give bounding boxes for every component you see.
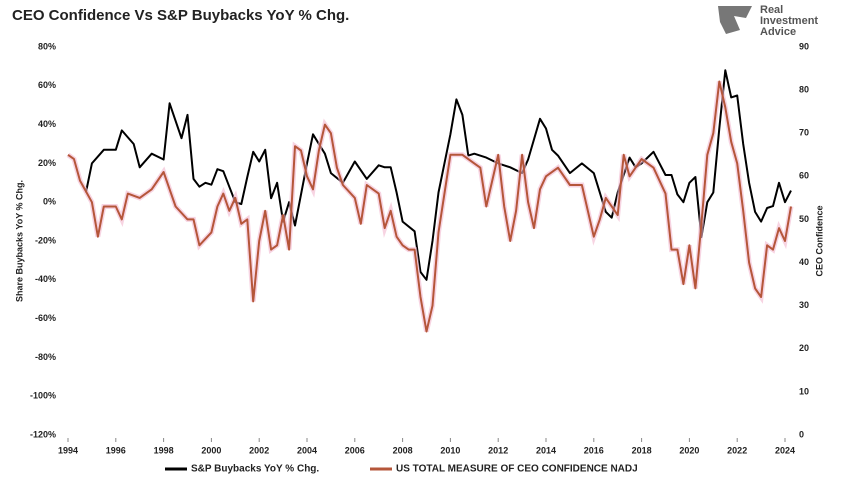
x-tick-label: 2008 xyxy=(393,445,413,455)
logo-text: Investment xyxy=(760,15,818,27)
x-tick-label: 2016 xyxy=(584,445,604,455)
y2-tick-label: 20 xyxy=(799,343,809,353)
y-tick-label: -20% xyxy=(35,235,56,245)
y-tick-label: 60% xyxy=(38,80,56,90)
legend-label: US TOTAL MEASURE OF CEO CONFIDENCE NADJ xyxy=(396,464,638,475)
y2-axis-label: CEO Confidence xyxy=(814,205,824,276)
series-line xyxy=(84,69,792,281)
y-tick-label: -80% xyxy=(35,352,56,362)
y2-tick-label: 30 xyxy=(799,300,809,310)
y2-tick-label: 60 xyxy=(799,171,809,181)
x-tick-label: 2022 xyxy=(727,445,747,455)
y-tick-label: -120% xyxy=(30,429,56,439)
logo-text: Real xyxy=(760,4,783,16)
y-tick-label: -40% xyxy=(35,274,56,284)
chart-title: CEO Confidence Vs S&P Buybacks YoY % Chg… xyxy=(12,7,349,24)
y2-tick-label: 50 xyxy=(799,214,809,224)
x-tick-label: 2012 xyxy=(488,445,508,455)
y-tick-label: 40% xyxy=(38,119,56,129)
x-tick-label: 1994 xyxy=(58,445,78,455)
x-tick-label: 2024 xyxy=(775,445,795,455)
y-tick-label: 20% xyxy=(38,158,56,168)
x-tick-label: 2006 xyxy=(345,445,365,455)
series-line xyxy=(67,80,792,333)
x-tick-label: 2010 xyxy=(440,445,460,455)
y2-tick-label: 70 xyxy=(799,128,809,138)
x-tick-label: 2014 xyxy=(536,445,556,455)
x-tick-label: 2018 xyxy=(632,445,652,455)
y-tick-label: -60% xyxy=(35,313,56,323)
y2-tick-label: 0 xyxy=(799,429,804,439)
y2-tick-label: 10 xyxy=(799,386,809,396)
x-tick-label: 2004 xyxy=(297,445,317,455)
logo-text: Advice xyxy=(760,26,796,38)
y2-tick-label: 40 xyxy=(799,257,809,267)
y-tick-label: 80% xyxy=(38,41,56,51)
y-tick-label: -100% xyxy=(30,391,56,401)
legend-label: S&P Buybacks YoY % Chg. xyxy=(191,464,319,475)
x-tick-label: 2002 xyxy=(249,445,269,455)
x-tick-label: 2000 xyxy=(201,445,221,455)
y-axis-label: Share Buybacks YoY % Chg. xyxy=(14,180,24,302)
y2-tick-label: 90 xyxy=(799,41,809,51)
x-tick-label: 1996 xyxy=(106,445,126,455)
x-tick-label: 2020 xyxy=(679,445,699,455)
x-tick-label: 1998 xyxy=(154,445,174,455)
logo-icon xyxy=(718,6,752,34)
y2-tick-label: 80 xyxy=(799,84,809,94)
y-tick-label: 0% xyxy=(43,197,56,207)
